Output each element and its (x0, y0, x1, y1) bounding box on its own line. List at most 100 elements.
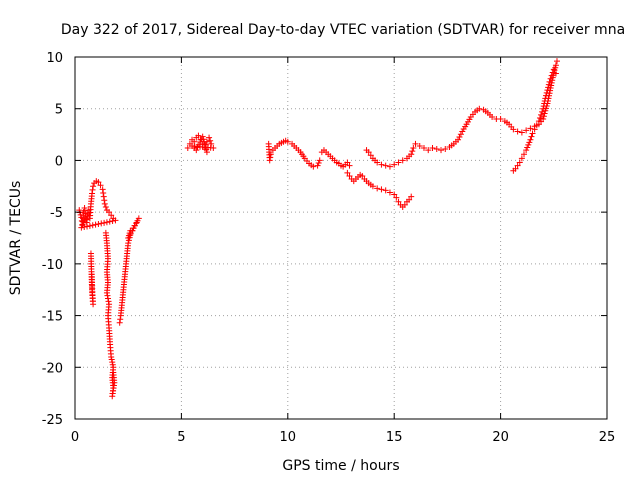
data-point (420, 145, 427, 152)
data-point (191, 138, 198, 145)
data-point (344, 159, 351, 166)
data-point (106, 209, 113, 216)
data-point (412, 140, 419, 147)
data-point (399, 157, 406, 164)
data-point (395, 198, 402, 205)
data-point (125, 240, 132, 247)
data-point (374, 159, 381, 166)
data-point (545, 81, 552, 88)
data-point (101, 197, 108, 204)
x-tick-label: 10 (280, 430, 297, 445)
data-point (100, 193, 107, 200)
data-point (378, 186, 385, 193)
y-axis-label: SDTVAR / TECUs (8, 181, 24, 296)
data-point (102, 203, 109, 210)
data-point (489, 113, 496, 120)
data-point (535, 118, 542, 125)
data-point (527, 136, 534, 143)
y-tick-label: -10 (42, 258, 63, 273)
y-tick-label: 5 (55, 103, 63, 118)
data-point (401, 201, 408, 208)
data-point (529, 130, 536, 137)
data-point (184, 145, 191, 152)
data-point (110, 369, 117, 376)
data-point (510, 126, 517, 133)
data-point (541, 100, 548, 107)
data-point (267, 154, 274, 161)
y-tick-label: -25 (42, 413, 63, 428)
data-point (547, 87, 554, 94)
y-tick-label: 10 (46, 51, 63, 66)
data-point (86, 222, 93, 229)
data-point (203, 149, 210, 156)
data-point (89, 222, 96, 229)
data-point (553, 58, 560, 65)
data-point (103, 289, 110, 296)
data-point (200, 136, 207, 143)
data-point (547, 75, 554, 82)
data-point (316, 157, 323, 164)
data-point (408, 193, 415, 200)
data-point (202, 143, 209, 150)
data-point (201, 138, 208, 145)
data-point (545, 84, 552, 91)
data-point (346, 172, 353, 179)
data-point (365, 149, 372, 156)
data-point (382, 162, 389, 169)
data-point (539, 108, 546, 115)
data-point (393, 194, 400, 201)
data-point (108, 356, 115, 363)
data-point (193, 147, 200, 154)
data-point (546, 78, 553, 85)
data-point (101, 219, 108, 226)
data-point (314, 162, 321, 169)
data-point (512, 165, 519, 172)
y-tick-label: 0 (55, 154, 63, 169)
data-point (105, 298, 112, 305)
data-point (455, 136, 462, 143)
plot-area-border (74, 56, 608, 420)
data-point (410, 145, 417, 152)
data-point (395, 159, 402, 166)
data-point (409, 148, 416, 155)
data-point (310, 163, 317, 170)
data-point (108, 212, 115, 219)
data-point (109, 359, 116, 366)
data-point (406, 196, 413, 203)
data-point (386, 163, 393, 170)
data-point (523, 127, 530, 134)
data-point (374, 185, 381, 192)
data-point (456, 133, 463, 140)
data-point (81, 217, 88, 224)
data-point (106, 218, 113, 225)
data-point (391, 191, 398, 198)
data-point (199, 133, 206, 140)
data-point (442, 146, 449, 153)
data-point (266, 157, 273, 164)
data-point (518, 155, 525, 162)
data-point (117, 316, 124, 323)
data-point (543, 89, 550, 96)
data-point (528, 133, 535, 140)
data-point (201, 141, 208, 148)
data-point (542, 95, 549, 102)
data-point (206, 134, 213, 141)
data-point (109, 218, 116, 225)
data-point (346, 162, 353, 169)
data-point (108, 353, 115, 360)
data-point (433, 146, 440, 153)
data-point (112, 217, 119, 224)
data-point (386, 189, 393, 196)
data-point (518, 129, 525, 136)
data-points (76, 58, 560, 400)
data-point (514, 128, 521, 135)
data-point (382, 187, 389, 194)
data-point (369, 183, 376, 190)
data-point (90, 183, 97, 190)
data-point (315, 160, 322, 167)
y-tick-label: -20 (42, 361, 63, 376)
data-point (95, 179, 102, 186)
data-point (194, 144, 201, 151)
data-point (116, 319, 123, 326)
